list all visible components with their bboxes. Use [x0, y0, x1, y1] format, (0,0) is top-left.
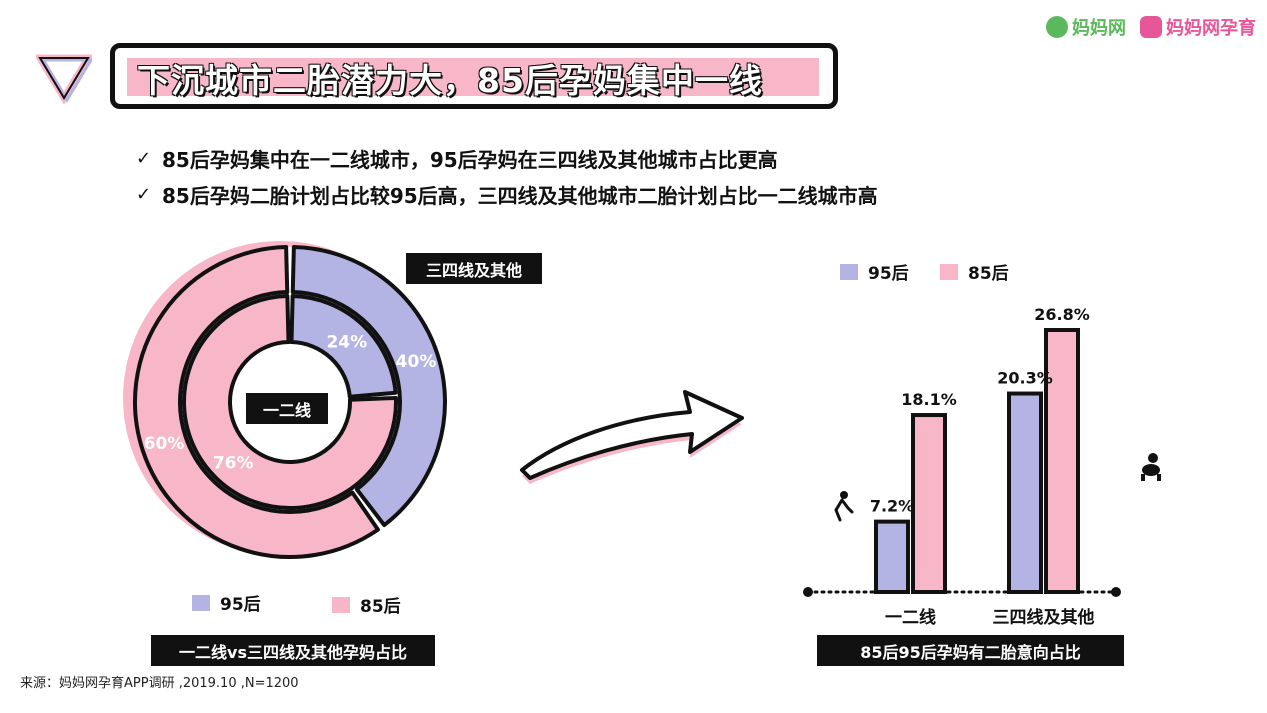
legend-swatch-95 — [192, 594, 210, 611]
category-label: 一二线 — [885, 607, 936, 628]
legend-swatch-85 — [940, 263, 958, 280]
bar-legend-85: 85后 — [940, 259, 1009, 284]
title-banner: 下沉城市二胎潜力大，85后孕妈集中一线 — [110, 43, 838, 109]
bar-data-label: 26.8% — [1034, 305, 1090, 324]
source-note: 来源：妈妈网孕育APP调研 ,2019.10 ,N=1200 — [20, 676, 299, 691]
bar-data-label: 7.2% — [870, 497, 914, 516]
bar-95后-三四线及其他 — [1007, 391, 1043, 594]
category-label: 三四线及其他 — [993, 607, 1095, 628]
bar-95后-一二线 — [874, 519, 910, 594]
bar-chart-title: 85后95后孕妈有二胎意向占比 — [817, 635, 1124, 666]
axis-end-dot — [803, 587, 813, 597]
bar-data-label: 20.3% — [997, 369, 1053, 388]
bar-85后-一二线 — [911, 413, 947, 594]
donut-legend-95: 95后 — [192, 590, 261, 615]
logo-triangle-icon — [36, 54, 92, 104]
axis-end-dot — [1111, 587, 1121, 597]
bar-legend-95: 95后 — [840, 259, 909, 284]
bullet-item: ✓ 85后孕妈二胎计划占比较95后高，三四线及其他城市二胎计划占比一二线城市高 — [136, 183, 878, 208]
bullet-item: ✓ 85后孕妈集中在一二线城市，95后孕妈在三四线及其他城市占比更高 — [136, 147, 778, 172]
page-title: 下沉城市二胎潜力大，85后孕妈集中一线 — [137, 61, 763, 100]
donut-legend-85: 85后 — [332, 592, 401, 617]
check-icon: ✓ — [136, 147, 152, 169]
donut-label: 24% — [326, 332, 367, 352]
legend-swatch-95 — [840, 263, 858, 280]
bar-data-label: 18.1% — [901, 390, 957, 409]
summary-bullets: ✓ 85后孕妈集中在一二线城市，95后孕妈在三四线及其他城市占比更高 ✓ 85后… — [136, 140, 878, 212]
check-icon: ✓ — [136, 183, 152, 205]
donut-slice-outer-95后 — [290, 245, 447, 528]
brand-yunyu-icon — [1140, 16, 1162, 38]
donut-slice-inner-85后 — [182, 294, 398, 510]
donut-label: 76% — [213, 454, 254, 474]
legend-swatch-85 — [332, 596, 350, 613]
donut-slice-inner-95后 — [289, 294, 398, 399]
outer-ring-label: 三四线及其他 — [406, 253, 542, 284]
donut-slice-outer-85后 — [133, 245, 380, 559]
donut-chart-title: 一二线vs三四线及其他孕妈占比 — [151, 635, 435, 666]
inner-ring-label: 一二线 — [246, 393, 328, 424]
walking-figure-icon — [834, 491, 854, 522]
bar-85后-三四线及其他 — [1044, 328, 1080, 594]
donut-label: 60% — [144, 434, 185, 454]
brand-mamawang-icon — [1046, 16, 1068, 38]
brand-mamawang: 妈妈网 — [1046, 14, 1126, 40]
crawling-baby-icon — [1141, 453, 1161, 481]
brand-mamawang-yunyu: 妈妈网孕育 — [1140, 14, 1256, 40]
donut-label: 40% — [396, 352, 437, 372]
